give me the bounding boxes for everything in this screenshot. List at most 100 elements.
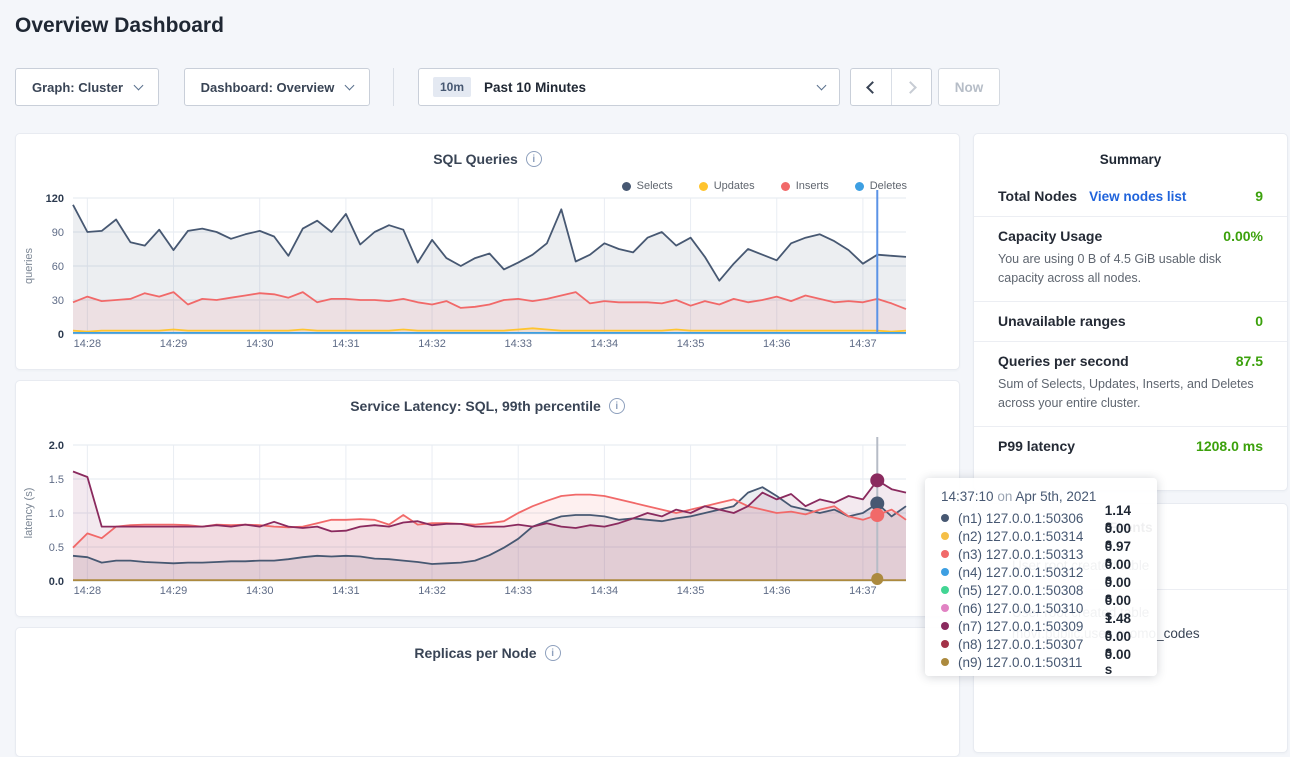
svg-text:14:31: 14:31 [332,338,360,350]
qps-value: 87.5 [1235,352,1263,369]
svg-text:14:32: 14:32 [418,585,446,597]
capacity-usage-desc: You are using 0 B of 4.5 GiB usable disk… [998,252,1222,286]
svg-text:14:30: 14:30 [246,585,274,597]
qps-label: Queries per second [998,352,1129,369]
node-color-dot-icon [941,550,949,558]
svg-text:14:36: 14:36 [763,585,791,597]
svg-text:2.0: 2.0 [49,440,64,452]
legend-label: Inserts [795,180,829,192]
legend-label: Deletes [869,180,907,192]
legend-item-selects[interactable]: Selects [621,180,673,192]
tooltip-node-value: 0.00 s [1104,647,1132,677]
svg-text:14:29: 14:29 [160,338,188,350]
tooltip-timestamp: 14:37:10 on Apr 5th, 2021 [941,489,1097,504]
summary-row-p99: P99 latency 1208.0 ms [974,425,1287,466]
node-color-dot-icon [941,604,949,612]
tooltip-node-row: (n6) 127.0.0.1:50310 0.00 s [941,593,1141,623]
chevron-down-icon [133,80,144,90]
svg-text:120: 120 [46,193,64,205]
legend-item-deletes[interactable]: Deletes [854,180,907,192]
legend-dot-icon [621,181,631,191]
svg-text:14:35: 14:35 [677,338,705,350]
node-color-dot-icon [941,586,949,594]
tooltip-node-value: 0.00 s [1104,557,1132,587]
svg-text:14:33: 14:33 [504,585,532,597]
svg-text:14:28: 14:28 [74,338,102,350]
chevron-right-icon [903,80,917,94]
time-range-dropdown[interactable]: 10m Past 10 Minutes [418,68,840,106]
info-icon[interactable]: i [525,151,542,167]
tooltip-node-row: (n9) 127.0.0.1:50311 0.00 s [941,647,1141,677]
tooltip-node-row: (n5) 127.0.0.1:50308 0.00 s [941,575,1141,605]
svg-text:14:34: 14:34 [591,338,619,350]
svg-text:14:33: 14:33 [504,338,532,350]
svg-text:1.5: 1.5 [49,474,64,486]
svg-text:14:35: 14:35 [677,585,705,597]
tooltip-node-address: (n8) 127.0.0.1:50307 [958,636,1084,652]
tooltip-node-row: (n8) 127.0.0.1:50307 0.00 s [941,629,1141,659]
node-color-dot-icon [941,532,949,540]
prev-time-button[interactable] [851,69,891,105]
info-icon[interactable]: i [608,398,625,414]
tooltip-node-value: 0.00 s [1104,521,1132,551]
chart-title-row: Replicas per Node i [16,628,959,661]
now-button[interactable]: Now [938,68,1000,106]
svg-text:30: 30 [52,295,64,307]
summary-panel: Summary Total Nodes View nodes list 9 Ca… [973,133,1288,491]
svg-text:14:37: 14:37 [849,585,877,597]
svg-text:14:31: 14:31 [332,585,360,597]
sql-queries-title: SQL Queries [433,151,518,167]
legend-dot-icon [780,181,790,191]
svg-text:0.5: 0.5 [49,542,64,554]
chevron-down-icon [344,80,355,90]
svg-text:60: 60 [52,261,64,273]
service-latency-chart[interactable]: 0.0 0.5 1.0 1.5 2.0 14:28 14:29 14:30 14:31 14:32… [16,431,961,611]
p99-latency-value: 1208.0 ms [1196,437,1263,454]
time-range-badge: 10m [433,77,472,97]
capacity-usage-label: Capacity Usage [998,228,1103,244]
dashboard-dropdown[interactable]: Dashboard: Overview [184,68,370,106]
chart-hover-tooltip: 14:37:10 on Apr 5th, 2021 (n1) 127.0.0.1… [925,478,1157,677]
info-icon[interactable]: i [544,645,561,661]
tooltip-node-value: 0.00 s [1104,575,1132,605]
capacity-usage-value: 0.00% [1223,228,1263,244]
chart-title-row: SQL Queries i [16,134,959,167]
svg-text:14:28: 14:28 [74,585,102,597]
svg-text:14:32: 14:32 [418,338,446,350]
tooltip-node-address: (n3) 127.0.0.1:50313 [958,546,1084,562]
tooltip-node-value: 1.14 s [1104,503,1132,533]
svg-text:90: 90 [52,227,64,239]
p99-latency-label: P99 latency [998,437,1076,454]
tooltip-node-row: (n4) 127.0.0.1:50312 0.00 s [941,557,1141,587]
legend-item-inserts[interactable]: Inserts [780,180,829,192]
summary-row-qps: Queries per second 87.5 Sum of Selects, … [974,340,1287,426]
tooltip-node-row: (n2) 127.0.0.1:50314 0.00 s [941,521,1141,551]
graph-dropdown[interactable]: Graph: Cluster [15,68,159,106]
tooltip-node-address: (n4) 127.0.0.1:50312 [958,564,1084,580]
summary-row-total-nodes: Total Nodes View nodes list 9 [974,177,1287,216]
next-time-button[interactable] [891,69,931,105]
node-color-dot-icon [941,568,949,576]
chart-title-row: Service Latency: SQL, 99th percentile i [16,381,959,414]
tooltip-node-value: 0.00 s [1104,593,1132,623]
time-nav-group [850,68,932,106]
summary-row-capacity: Capacity Usage 0.00% You are using 0 B o… [974,216,1287,301]
chevron-down-icon [816,80,827,90]
time-range-label: Past 10 Minutes [484,79,587,95]
tooltip-node-row: (n3) 127.0.0.1:50313 0.97 s [941,539,1141,569]
graph-dropdown-label: Graph: Cluster [31,79,123,95]
total-nodes-label: Total Nodes [998,188,1078,204]
service-latency-title: Service Latency: SQL, 99th percentile [350,398,601,414]
tooltip-node-value: 1.48 s [1104,611,1132,641]
toolbar-divider [393,68,394,106]
sql-queries-chart[interactable]: 0 30 60 90 120 14:28 14:29 14:30 14:31 14:32 14:33… [16,184,961,364]
svg-text:0.0: 0.0 [49,576,64,588]
qps-desc: Sum of Selects, Updates, Inserts, and De… [998,376,1254,411]
legend-item-updates[interactable]: Updates [698,180,755,192]
tooltip-node-address: (n7) 127.0.0.1:50309 [958,618,1084,634]
view-nodes-list-link[interactable]: View nodes list [1089,189,1187,204]
legend-dot-icon [854,181,864,191]
sql-queries-legend: Selects Updates Inserts Deletes [621,180,907,192]
chevron-left-icon [866,80,879,94]
total-nodes-value: 9 [1255,188,1263,204]
